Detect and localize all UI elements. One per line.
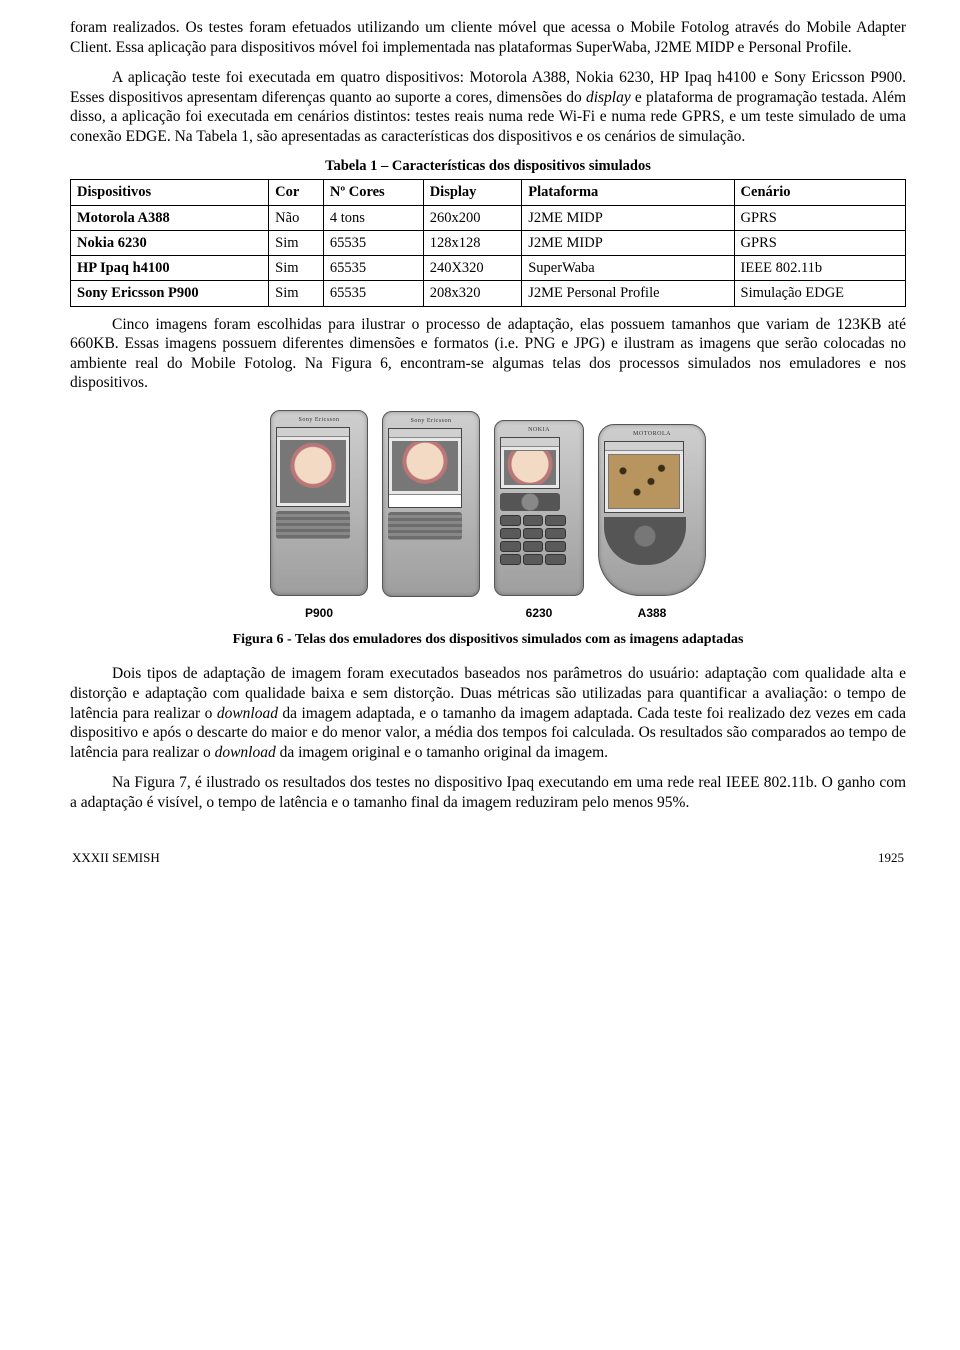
- table-cell: 208x320: [423, 281, 522, 306]
- table-cell: 260x200: [423, 205, 522, 230]
- phone-screen: [276, 427, 350, 507]
- table-cell: J2ME Personal Profile: [522, 281, 734, 306]
- table-header-cell: Cor: [269, 180, 324, 205]
- phone-mockup: MOTOROLA A388: [598, 424, 706, 621]
- table-cell: Motorola A388: [71, 205, 269, 230]
- table-cell: IEEE 802.11b: [734, 256, 905, 281]
- phone-brand-label: Sony Ericsson: [276, 417, 362, 425]
- phone-screen: [388, 428, 462, 508]
- table-cell: Sony Ericsson P900: [71, 281, 269, 306]
- phone-label: P900: [305, 606, 333, 621]
- table-header-cell: Cenário: [734, 180, 905, 205]
- table-cell: 65535: [323, 256, 423, 281]
- phone-mockup: Sony Ericsson: [382, 411, 480, 621]
- phone-label: A388: [638, 606, 667, 621]
- table-cell: Sim: [269, 230, 324, 255]
- p4-em-download-2: download: [215, 744, 276, 761]
- page-footer: XXXII SEMISH 1925: [70, 850, 906, 866]
- table-header-row: DispositivosCorNº CoresDisplayPlataforma…: [71, 180, 906, 205]
- table-row: Sony Ericsson P900Sim65535208x320J2ME Pe…: [71, 281, 906, 306]
- footer-left: XXXII SEMISH: [72, 850, 160, 866]
- table-cell: 240X320: [423, 256, 522, 281]
- table-header-cell: Plataforma: [522, 180, 734, 205]
- table-cell: GPRS: [734, 230, 905, 255]
- phone-screen: [604, 441, 684, 513]
- table-header-cell: Display: [423, 180, 522, 205]
- table-row: HP Ipaq h4100Sim65535240X320SuperWabaIEE…: [71, 256, 906, 281]
- p4-part-c: da imagem original e o tamanho original …: [276, 744, 608, 761]
- devices-table: DispositivosCorNº CoresDisplayPlataforma…: [70, 179, 906, 306]
- paragraph-1: foram realizados. Os testes foram efetua…: [70, 18, 906, 57]
- figure-6-caption: Figura 6 - Telas dos emuladores dos disp…: [70, 631, 906, 649]
- phone-brand-label: MOTOROLA: [604, 431, 700, 439]
- paragraph-3: Cinco imagens foram escolhidas para ilus…: [70, 315, 906, 393]
- phone-mockup: Sony Ericsson P900: [270, 410, 368, 621]
- table-cell: J2ME MIDP: [522, 205, 734, 230]
- paragraph-4: Dois tipos de adaptação de imagem foram …: [70, 664, 906, 762]
- footer-right: 1925: [878, 850, 904, 866]
- p4-em-download-1: download: [217, 705, 278, 722]
- table-cell: Sim: [269, 281, 324, 306]
- p2-em-display: display: [586, 89, 631, 106]
- table-cell: Nokia 6230: [71, 230, 269, 255]
- table-cell: 65535: [323, 281, 423, 306]
- table-row: Motorola A388Não4 tons260x200J2ME MIDPGP…: [71, 205, 906, 230]
- table-cell: Não: [269, 205, 324, 230]
- table-cell: Simulação EDGE: [734, 281, 905, 306]
- paragraph-5: Na Figura 7, é ilustrado os resultados d…: [70, 773, 906, 812]
- phone-brand-label: NOKIA: [500, 427, 578, 435]
- table-caption: Tabela 1 – Características dos dispositi…: [70, 157, 906, 175]
- figure-6: Sony Ericsson P900 Sony Ericsson NOKIA 6230 M…: [70, 407, 906, 621]
- table-header-cell: Dispositivos: [71, 180, 269, 205]
- table-header-cell: Nº Cores: [323, 180, 423, 205]
- table-cell: HP Ipaq h4100: [71, 256, 269, 281]
- table-cell: 65535: [323, 230, 423, 255]
- table-cell: J2ME MIDP: [522, 230, 734, 255]
- paragraph-2: A aplicação teste foi executada em quatr…: [70, 68, 906, 146]
- table-cell: Sim: [269, 256, 324, 281]
- phone-brand-label: Sony Ericsson: [388, 418, 474, 426]
- table-cell: 128x128: [423, 230, 522, 255]
- phone-mockup: NOKIA 6230: [494, 420, 584, 621]
- phone-screen: [500, 437, 560, 489]
- table-cell: GPRS: [734, 205, 905, 230]
- table-row: Nokia 6230Sim65535128x128J2ME MIDPGPRS: [71, 230, 906, 255]
- table-cell: 4 tons: [323, 205, 423, 230]
- table-cell: SuperWaba: [522, 256, 734, 281]
- phone-label: 6230: [526, 606, 553, 621]
